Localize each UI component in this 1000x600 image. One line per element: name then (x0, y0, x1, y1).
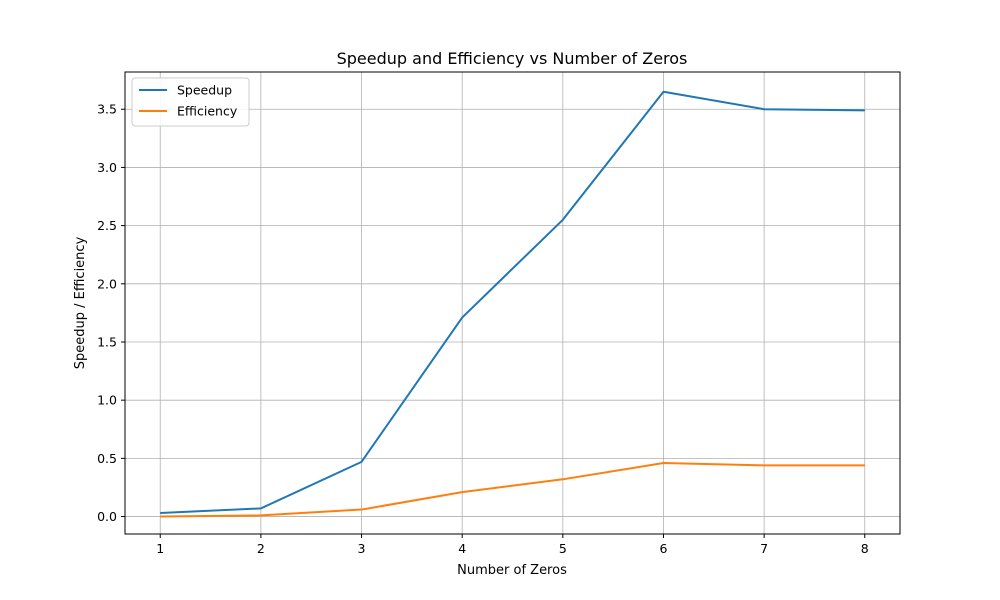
y-axis-label: Speedup / Efficiency (73, 236, 88, 369)
legend-label-speedup: Speedup (177, 83, 232, 98)
series-layer (160, 90, 865, 518)
series-line-efficiency (160, 462, 865, 518)
legend: Speedup Efficiency (131, 77, 250, 127)
x-axis-label: Number of Zeros (457, 563, 567, 578)
y-tick-label: 3.5 (97, 102, 117, 117)
grid (125, 72, 900, 534)
x-axis: 1 2 3 4 5 6 7 8 (156, 534, 869, 556)
x-tick-label: 8 (861, 541, 869, 556)
y-tick-label: 2.0 (97, 276, 117, 291)
x-tick-label: 7 (760, 541, 768, 556)
series-line-speedup (160, 90, 865, 515)
chart-title: Speedup and Efficiency vs Number of Zero… (337, 49, 688, 68)
y-tick-label: 1.5 (97, 334, 117, 349)
x-tick-label: 5 (559, 541, 567, 556)
x-tick-label: 3 (358, 541, 366, 556)
legend-label-efficiency: Efficiency (177, 104, 238, 119)
y-axis: 0.0 0.5 1.0 1.5 2.0 2.5 3.0 3.5 (97, 102, 125, 524)
y-tick-label: 0.0 (97, 509, 117, 524)
plot-area-frame (124, 71, 901, 535)
x-tick-label: 4 (458, 541, 466, 556)
x-tick-label: 2 (257, 541, 265, 556)
y-tick-label: 2.5 (97, 218, 117, 233)
x-tick-label: 1 (156, 541, 164, 556)
y-tick-label: 0.5 (97, 451, 117, 466)
y-tick-label: 1.0 (97, 393, 117, 408)
y-tick-label: 3.0 (97, 160, 117, 175)
x-tick-label: 6 (659, 541, 667, 556)
